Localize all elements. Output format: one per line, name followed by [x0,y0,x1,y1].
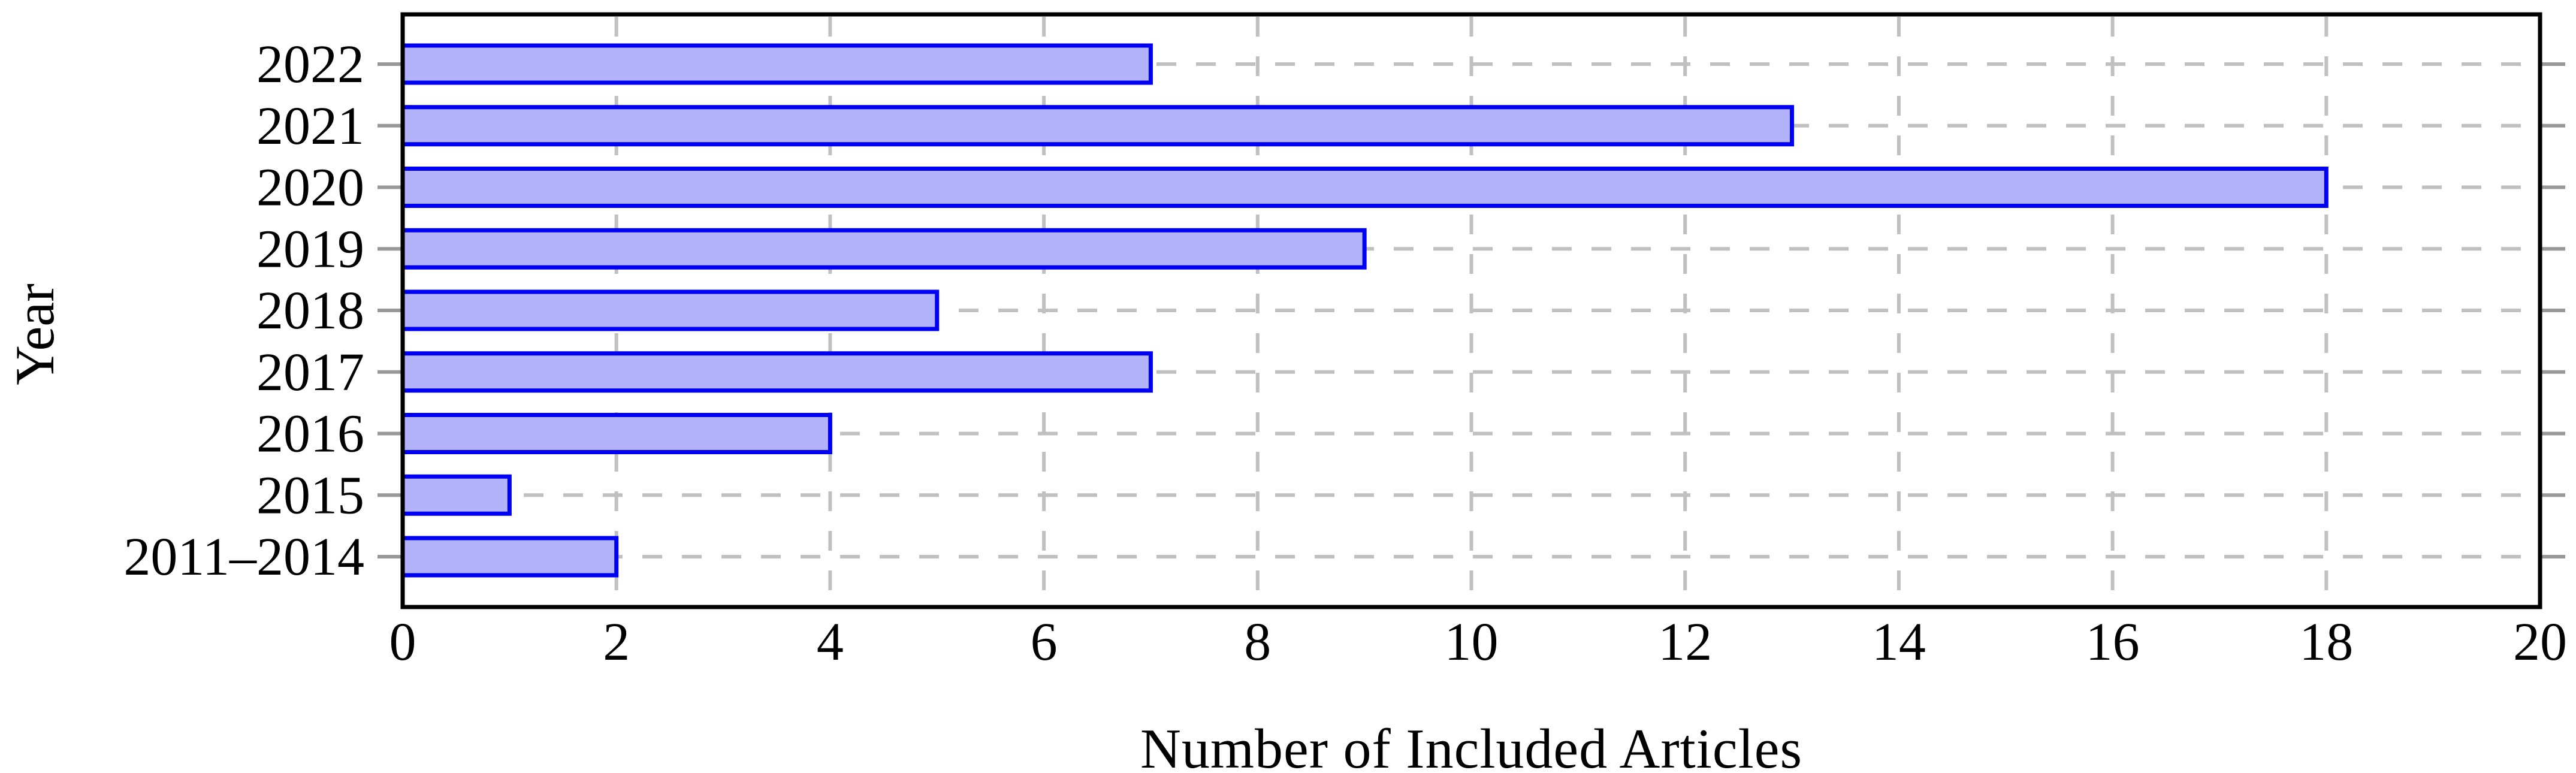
x-tick-label: 4 [817,612,844,672]
plot-frame [400,12,2542,609]
y-tick-label: 2019 [256,219,364,279]
bar-2011–2014 [400,536,619,578]
x-tick-label: 18 [2299,612,2353,672]
bar-2016 [400,413,832,454]
y-tick-label: 2011–2014 [123,527,364,587]
bar-2020 [400,167,2329,208]
x-tick-label: 20 [2513,612,2567,672]
y-tick-label: 2017 [256,343,364,402]
bar-2015 [400,474,512,516]
y-tick-label: 2021 [256,96,364,156]
y-tick-label: 2016 [256,404,364,464]
x-tick-label: 12 [1658,612,1712,672]
y-axis-title: Year [4,283,65,385]
y-tick-label: 2018 [256,281,364,340]
y-tick-label: 2015 [256,466,364,525]
bar-2019 [400,228,1367,270]
x-tick-label: 0 [389,612,416,672]
x-tick-label: 6 [1031,612,1058,672]
x-tick-label: 14 [1872,612,1926,672]
x-tick-label: 8 [1244,612,1271,672]
bar-2022 [400,43,1153,85]
x-tick-label: 2 [603,612,630,672]
bar-2021 [400,105,1795,147]
x-axis-title: Number of Included Articles [1140,718,1803,773]
x-tick-label: 16 [2086,612,2140,672]
bar-2017 [400,351,1153,393]
y-tick-label: 2022 [256,35,364,94]
x-tick-label: 10 [1445,612,1499,672]
y-tick-label: 2020 [256,158,364,218]
bar-2018 [400,289,940,331]
